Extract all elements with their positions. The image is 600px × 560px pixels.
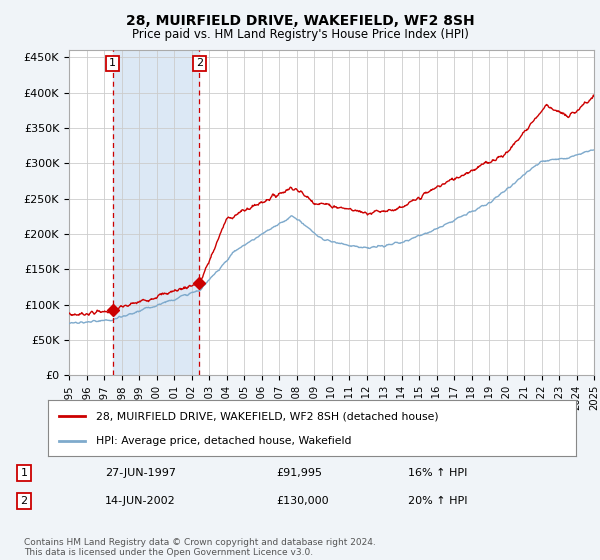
Text: 1: 1 — [109, 58, 116, 68]
Text: 20% ↑ HPI: 20% ↑ HPI — [408, 496, 467, 506]
Text: 27-JUN-1997: 27-JUN-1997 — [105, 468, 176, 478]
Text: Contains HM Land Registry data © Crown copyright and database right 2024.
This d: Contains HM Land Registry data © Crown c… — [24, 538, 376, 557]
Text: 2: 2 — [196, 58, 203, 68]
Text: HPI: Average price, detached house, Wakefield: HPI: Average price, detached house, Wake… — [95, 436, 351, 446]
Text: £91,995: £91,995 — [276, 468, 322, 478]
Text: Price paid vs. HM Land Registry's House Price Index (HPI): Price paid vs. HM Land Registry's House … — [131, 28, 469, 41]
Bar — [113, 50, 199, 375]
Text: 1: 1 — [20, 468, 28, 478]
Text: £130,000: £130,000 — [276, 496, 329, 506]
Text: 28, MUIRFIELD DRIVE, WAKEFIELD, WF2 8SH (detached house): 28, MUIRFIELD DRIVE, WAKEFIELD, WF2 8SH … — [95, 411, 438, 421]
Text: 28, MUIRFIELD DRIVE, WAKEFIELD, WF2 8SH: 28, MUIRFIELD DRIVE, WAKEFIELD, WF2 8SH — [125, 14, 475, 28]
Text: 14-JUN-2002: 14-JUN-2002 — [105, 496, 176, 506]
Text: 2: 2 — [20, 496, 28, 506]
Text: 16% ↑ HPI: 16% ↑ HPI — [408, 468, 467, 478]
